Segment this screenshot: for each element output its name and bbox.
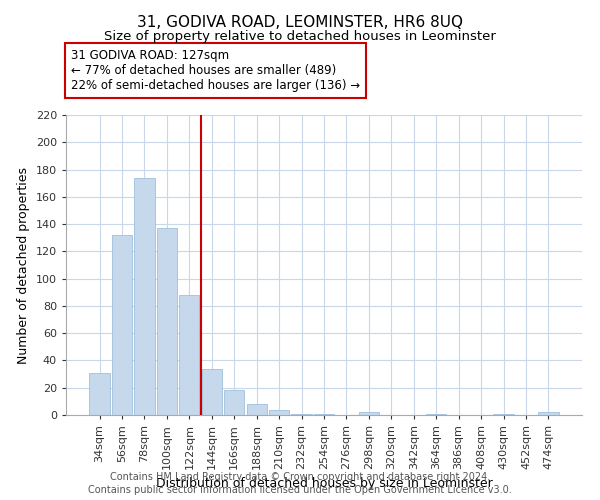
Bar [269,410,289,415]
Text: 31 GODIVA ROAD: 127sqm
← 77% of detached houses are smaller (489)
22% of semi-de: 31 GODIVA ROAD: 127sqm ← 77% of detached… [71,49,360,92]
Text: Contains HM Land Registry data © Crown copyright and database right 2024.: Contains HM Land Registry data © Crown c… [110,472,490,482]
Bar [493,414,514,415]
Y-axis label: Number of detached properties: Number of detached properties [17,166,30,364]
Bar [202,368,222,415]
Text: 31, GODIVA ROAD, LEOMINSTER, HR6 8UQ: 31, GODIVA ROAD, LEOMINSTER, HR6 8UQ [137,15,463,30]
Bar [314,414,334,415]
Bar [292,414,311,415]
Bar [89,372,110,415]
Text: Size of property relative to detached houses in Leominster: Size of property relative to detached ho… [104,30,496,43]
Text: Contains public sector information licensed under the Open Government Licence v3: Contains public sector information licen… [88,485,512,495]
Bar [538,412,559,415]
Bar [179,295,199,415]
Bar [247,404,267,415]
Bar [359,412,379,415]
Bar [112,235,132,415]
Bar [224,390,244,415]
Bar [157,228,177,415]
X-axis label: Distribution of detached houses by size in Leominster: Distribution of detached houses by size … [155,478,493,490]
Bar [134,178,155,415]
Bar [426,414,446,415]
